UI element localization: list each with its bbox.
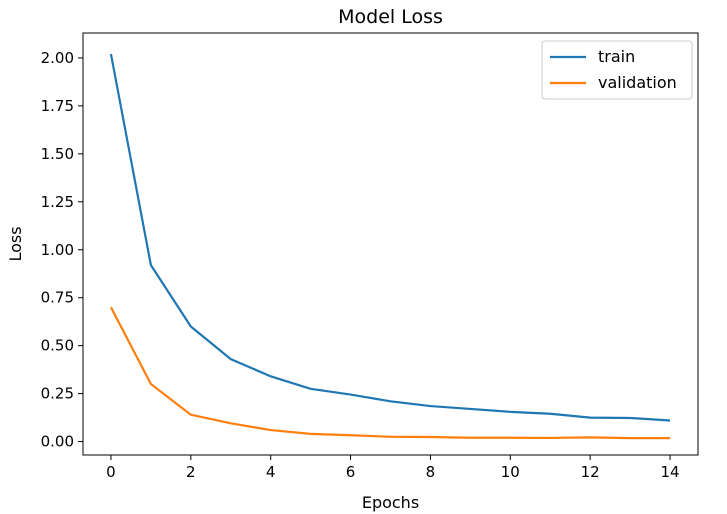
y-axis: 0.00 0.25 0.50 0.75 1.00 1.25 1.50 1.75 2.00: [41, 49, 83, 451]
y-tick-label: 1.50: [41, 145, 74, 163]
y-tick-label: 1.00: [41, 241, 74, 259]
x-tick-label: 4: [266, 463, 276, 481]
x-axis: 0 2 4 6 8 10 12 14: [106, 455, 680, 481]
x-tick-label: 0: [106, 463, 116, 481]
legend-label-validation: validation: [598, 73, 677, 92]
x-tick-label: 8: [426, 463, 436, 481]
y-tick-label: 0.25: [41, 385, 74, 403]
series-line-validation: [109, 306, 671, 440]
legend-box: [541, 40, 693, 100]
x-axis-label: Epochs: [362, 493, 419, 512]
x-tick-label: 6: [346, 463, 356, 481]
chart-title: Model Loss: [338, 6, 443, 28]
x-tick-label: 10: [501, 463, 520, 481]
plot-frame: [82, 32, 699, 456]
legend-label-train: train: [598, 47, 635, 66]
y-tick-label: 0.50: [41, 337, 74, 355]
x-tick-label: 2: [186, 463, 196, 481]
y-tick-label: 1.75: [41, 97, 74, 115]
y-tick-label: 0.00: [41, 433, 74, 451]
x-tick-label: 14: [660, 463, 679, 481]
series-line-train: [109, 53, 671, 422]
x-tick-label: 12: [581, 463, 600, 481]
plot-area: [109, 53, 671, 440]
y-tick-label: 0.75: [41, 289, 74, 307]
legend: train validation: [541, 40, 693, 100]
y-axis-label: Loss: [6, 226, 25, 261]
y-tick-label: 1.25: [41, 193, 74, 211]
y-tick-label: 2.00: [41, 49, 74, 67]
